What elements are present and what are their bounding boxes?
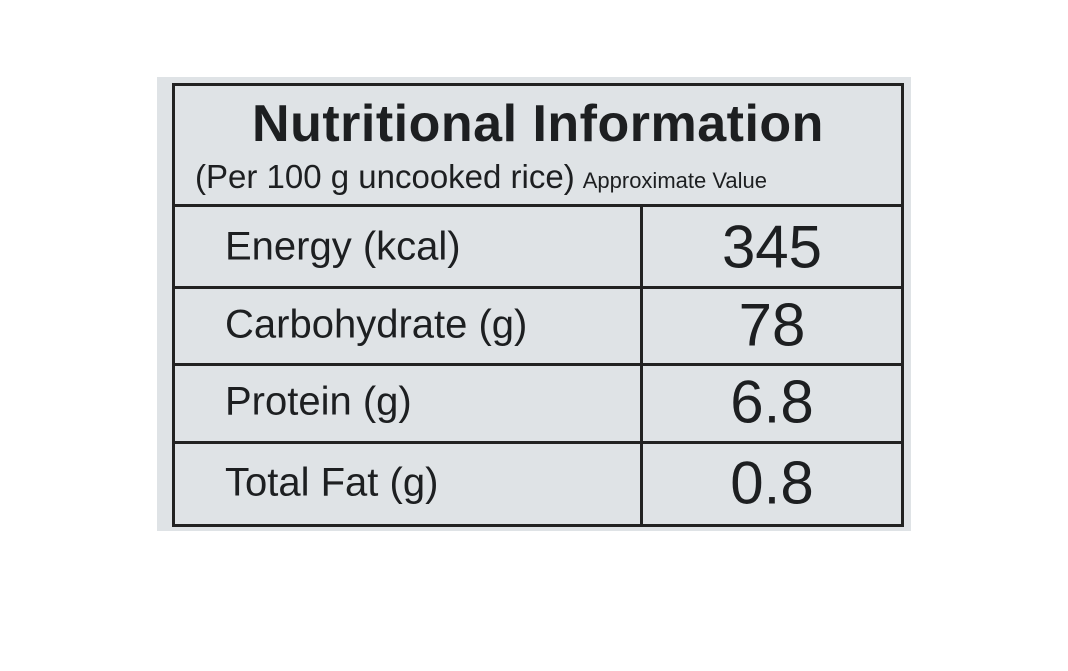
label-title: Nutritional Information xyxy=(252,95,824,153)
label-subtitle: (Per 100 g uncooked rice) Approximate Val… xyxy=(195,158,767,196)
nutrient-value: 345 xyxy=(721,213,823,280)
nutrient-row: Total Fat (g) 0.8 xyxy=(175,441,901,524)
nutrient-value: 78 xyxy=(738,291,806,358)
label-header: Nutritional Information (Per 100 g uncoo… xyxy=(175,86,901,207)
nutrient-value: 0.8 xyxy=(730,449,814,516)
nutrient-name: Total Fat (g) xyxy=(225,460,439,504)
nutrient-name: Carbohydrate (g) xyxy=(225,302,528,346)
value-note: Approximate Value xyxy=(582,168,767,193)
nutrient-name: Protein (g) xyxy=(225,379,412,424)
nutrient-row: Protein (g) 6.8 xyxy=(175,363,901,444)
nutrient-value: 6.8 xyxy=(730,368,814,436)
serving-basis: (Per 100 g uncooked rice) xyxy=(195,158,575,195)
nutrient-row: Carbohydrate (g) 78 xyxy=(175,286,901,366)
photo-background xyxy=(157,77,911,531)
nutrient-name: Energy (kcal) xyxy=(225,224,461,268)
nutrition-label: Nutritional Information (Per 100 g uncoo… xyxy=(172,83,904,527)
nutrient-row: Energy (kcal) 345 xyxy=(175,207,901,289)
